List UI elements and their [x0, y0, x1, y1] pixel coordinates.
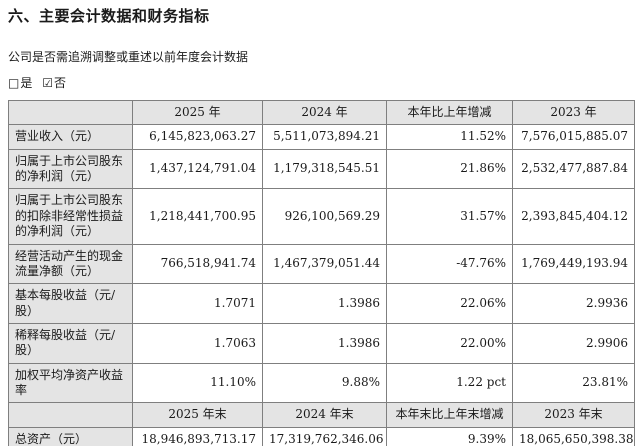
option-yes: □是 — [8, 76, 32, 90]
cell-value: 2.9906 — [512, 322, 635, 364]
col-header-2025: 2025 年 — [132, 99, 263, 126]
table-row-revenue: 营业收入（元） 6,145,823,063.27 5,511,073,894.2… — [8, 124, 635, 150]
cell-value: 18,946,893,713.17 — [132, 426, 263, 446]
header-row-annual: 2025 年 2024 年 本年比上年增减 2023 年 — [8, 99, 635, 126]
table-row-basic-eps: 基本每股收益（元/股） 1.7071 1.3986 22.06% 2.9936 — [8, 283, 635, 324]
cell-value: 1.7063 — [132, 322, 263, 364]
cell-value: 1.22 pct — [386, 362, 513, 404]
cell-value: 1.3986 — [262, 283, 387, 324]
col-header-2023: 2023 年 — [512, 99, 635, 126]
row-label: 归属于上市公司股东的扣除非经常性损益的净利润（元） — [8, 188, 133, 245]
table-row-operating-cash-flow: 经营活动产生的现金流量净额（元） 766,518,941.74 1,467,37… — [8, 243, 635, 285]
cell-value: 11.52% — [386, 124, 513, 150]
corner-cell — [8, 402, 133, 428]
cell-value: 5,511,073,894.21 — [262, 124, 387, 150]
row-label: 经营活动产生的现金流量净额（元） — [8, 243, 133, 285]
cell-value: 7,576,015,885.07 — [512, 124, 635, 150]
cell-value: 11.10% — [132, 362, 263, 404]
cell-value: 1,437,124,791.04 — [132, 148, 263, 190]
table-row-total-assets: 总资产（元） 18,946,893,713.17 17,319,762,346.… — [8, 426, 635, 446]
cell-value: 23.81% — [512, 362, 635, 404]
cell-value: 6,145,823,063.27 — [132, 124, 263, 150]
row-label: 稀释每股收益（元/股） — [8, 322, 133, 364]
cell-value: 9.88% — [262, 362, 387, 404]
cell-value: 1.3986 — [262, 322, 387, 364]
table-row-diluted-eps: 稀释每股收益（元/股） 1.7063 1.3986 22.00% 2.9906 — [8, 322, 635, 364]
cell-value: 17,319,762,346.06 — [262, 426, 387, 446]
cell-value: 1,769,449,193.94 — [512, 243, 635, 285]
cell-value: 1.7071 — [132, 283, 263, 324]
col-header-2024: 2024 年 — [262, 99, 387, 126]
cell-value: 1,179,318,545.51 — [262, 148, 387, 190]
financial-indicators-table: 2025 年 2024 年 本年比上年增减 2023 年 营业收入（元） 6,1… — [8, 99, 635, 446]
col-header-2024-end: 2024 年末 — [262, 402, 387, 428]
cell-value: 2.9936 — [512, 283, 635, 324]
table-row-net-profit-excl-nonrecurring: 归属于上市公司股东的扣除非经常性损益的净利润（元） 1,218,441,700.… — [8, 188, 635, 245]
cell-value: 31.57% — [386, 188, 513, 245]
cell-value: 18,065,650,398.38 — [512, 426, 635, 446]
cell-value: 22.06% — [386, 283, 513, 324]
cell-value: 21.86% — [386, 148, 513, 190]
restatement-options: □是 ☑否 — [8, 74, 634, 91]
cell-value: 766,518,941.74 — [132, 243, 263, 285]
checkbox-checked-icon: ☑ — [42, 76, 53, 90]
option-no: ☑否 — [42, 76, 66, 90]
corner-cell — [8, 99, 133, 126]
option-yes-label: 是 — [20, 76, 33, 90]
table-row-weighted-avg-roe: 加权平均净资产收益率 11.10% 9.88% 1.22 pct 23.81% — [8, 362, 635, 404]
cell-value: 1,467,379,051.44 — [262, 243, 387, 285]
cell-value: 926,100,569.29 — [262, 188, 387, 245]
row-label: 基本每股收益（元/股） — [8, 283, 133, 324]
option-no-label: 否 — [53, 76, 66, 90]
row-label: 营业收入（元） — [8, 124, 133, 150]
cell-value: 9.39% — [386, 426, 513, 446]
row-label: 总资产（元） — [8, 426, 133, 446]
checkbox-unchecked-icon: □ — [8, 76, 20, 90]
page-title: 六、主要会计数据和财务指标 — [8, 7, 210, 25]
cell-value: 2,532,477,887.84 — [512, 148, 635, 190]
col-header-2023-end: 2023 年末 — [512, 402, 635, 428]
row-label: 归属于上市公司股东的净利润（元） — [8, 148, 133, 190]
header-row-yearend: 2025 年末 2024 年末 本年末比上年末增减 2023 年末 — [8, 402, 635, 428]
cell-value: 2,393,845,404.12 — [512, 188, 635, 245]
restatement-question: 公司是否需追溯调整或重述以前年度会计数据 — [8, 50, 249, 64]
col-header-yearend-change: 本年末比上年末增减 — [386, 402, 513, 428]
col-header-yoy-change: 本年比上年增减 — [386, 99, 513, 126]
cell-value: -47.76% — [386, 243, 513, 285]
cell-value: 1,218,441,700.95 — [132, 188, 263, 245]
table-row-net-profit: 归属于上市公司股东的净利润（元） 1,437,124,791.04 1,179,… — [8, 148, 635, 190]
col-header-2025-end: 2025 年末 — [132, 402, 263, 428]
cell-value: 22.00% — [386, 322, 513, 364]
row-label: 加权平均净资产收益率 — [8, 362, 133, 404]
